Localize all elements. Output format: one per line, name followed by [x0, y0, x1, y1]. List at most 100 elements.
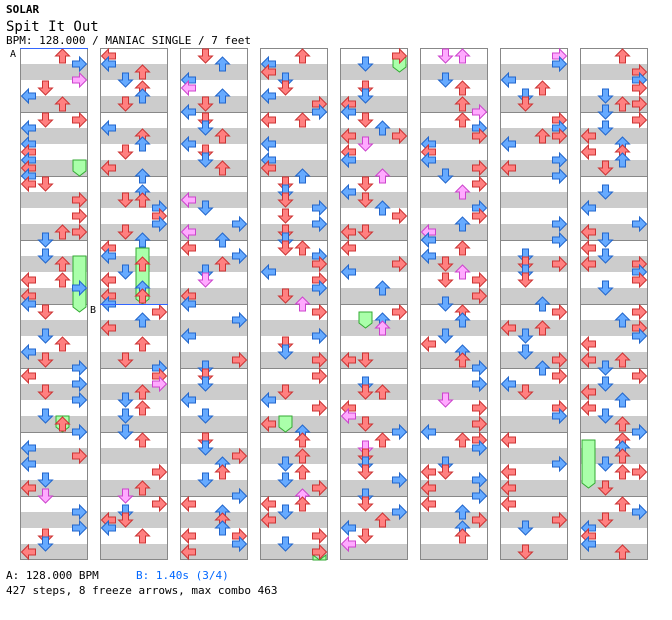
- left-arrow-note: [420, 231, 436, 249]
- right-arrow-note: [552, 455, 568, 473]
- right-arrow-note: [312, 527, 328, 545]
- left-arrow-note: [260, 415, 276, 433]
- up-arrow-note: [214, 128, 231, 144]
- right-arrow-note: [312, 479, 328, 497]
- left-arrow-note: [340, 239, 356, 257]
- right-arrow-note: [232, 535, 248, 553]
- left-arrow-note: [500, 479, 516, 497]
- left-arrow-note: [500, 431, 516, 449]
- down-arrow-note: [597, 248, 614, 264]
- beat-stripe: [260, 544, 328, 560]
- beat-stripe: [20, 96, 88, 112]
- beat-stripe: [420, 544, 488, 560]
- down-arrow-note: [597, 408, 614, 424]
- down-arrow-note: [117, 72, 134, 88]
- column-border: [180, 48, 248, 560]
- up-arrow-note: [614, 416, 631, 432]
- right-arrow-note: [472, 399, 488, 417]
- beat-stripe: [500, 480, 568, 496]
- down-arrow-note: [37, 472, 54, 488]
- left-arrow-note: [100, 159, 116, 177]
- down-arrow-note: [37, 80, 54, 96]
- left-arrow-note: [20, 271, 36, 289]
- right-arrow-note: [232, 311, 248, 329]
- right-arrow-note: [152, 495, 168, 513]
- beat-stripe: [100, 352, 168, 368]
- beat-stripe: [180, 64, 248, 80]
- up-arrow-note: [294, 296, 311, 312]
- beat-stripe: [420, 256, 488, 272]
- up-arrow-note: [454, 432, 471, 448]
- left-arrow-note: [580, 199, 596, 217]
- down-arrow-note: [517, 328, 534, 344]
- right-arrow-note: [632, 367, 648, 385]
- up-arrow-note: [454, 96, 471, 112]
- left-arrow-note: [340, 223, 356, 241]
- left-arrow-note: [260, 159, 276, 177]
- beat-stripe: [580, 64, 648, 80]
- right-arrow-note: [552, 127, 568, 145]
- beat-stripe: [100, 384, 168, 400]
- down-arrow-note: [437, 328, 454, 344]
- down-arrow-note: [277, 80, 294, 96]
- left-arrow-note: [180, 135, 196, 153]
- up-arrow-note: [374, 432, 391, 448]
- right-arrow-note: [552, 167, 568, 185]
- right-arrow-note: [472, 415, 488, 433]
- down-arrow-note: [117, 408, 134, 424]
- beat-stripe: [340, 160, 408, 176]
- beat-stripe: [180, 448, 248, 464]
- up-arrow-note: [614, 392, 631, 408]
- up-arrow-note: [614, 544, 631, 560]
- left-arrow-note: [580, 399, 596, 417]
- freeze-arrow: [358, 311, 373, 329]
- down-arrow-note: [277, 536, 294, 552]
- left-arrow-note: [500, 495, 516, 513]
- beat-stripe: [180, 480, 248, 496]
- beat-stripe: [20, 384, 88, 400]
- beat-stripe: [420, 320, 488, 336]
- beat-stripe: [500, 160, 568, 176]
- down-arrow-note: [357, 416, 374, 432]
- beat-stripe: [260, 128, 328, 144]
- up-arrow-note: [534, 128, 551, 144]
- up-arrow-note: [454, 184, 471, 200]
- beat-stripe: [180, 512, 248, 528]
- down-arrow-note: [117, 488, 134, 504]
- beat-stripe: [100, 288, 168, 304]
- beat-stripe: [500, 192, 568, 208]
- left-arrow-note: [100, 271, 116, 289]
- beat-stripe: [420, 448, 488, 464]
- right-arrow-note: [472, 175, 488, 193]
- down-arrow-note: [357, 112, 374, 128]
- right-arrow-note: [632, 303, 648, 321]
- down-arrow-note: [437, 168, 454, 184]
- down-arrow-note: [197, 96, 214, 112]
- beat-stripe: [260, 448, 328, 464]
- up-arrow-note: [294, 240, 311, 256]
- left-arrow-note: [340, 263, 356, 281]
- beat-stripe: [180, 128, 248, 144]
- right-arrow-note: [312, 367, 328, 385]
- freeze-arrow: [581, 439, 596, 489]
- beat-stripe: [580, 512, 648, 528]
- beat-stripe: [260, 416, 328, 432]
- left-arrow-note: [260, 111, 276, 129]
- right-arrow-note: [312, 103, 328, 121]
- beat-stripe: [20, 352, 88, 368]
- down-arrow-note: [277, 208, 294, 224]
- right-arrow-note: [552, 303, 568, 321]
- down-arrow-note: [357, 528, 374, 544]
- right-arrow-note: [312, 255, 328, 273]
- beat-stripe: [580, 448, 648, 464]
- right-arrow-note: [552, 407, 568, 425]
- down-arrow-note: [117, 352, 134, 368]
- beat-stripe: [100, 480, 168, 496]
- right-arrow-note: [72, 519, 88, 537]
- up-arrow-note: [454, 312, 471, 328]
- beat-stripe: [180, 320, 248, 336]
- chart-stats: 427 steps, 8 freeze arrows, max combo 46…: [6, 584, 278, 597]
- down-arrow-note: [597, 184, 614, 200]
- up-arrow-note: [54, 416, 71, 432]
- left-arrow-note: [420, 335, 436, 353]
